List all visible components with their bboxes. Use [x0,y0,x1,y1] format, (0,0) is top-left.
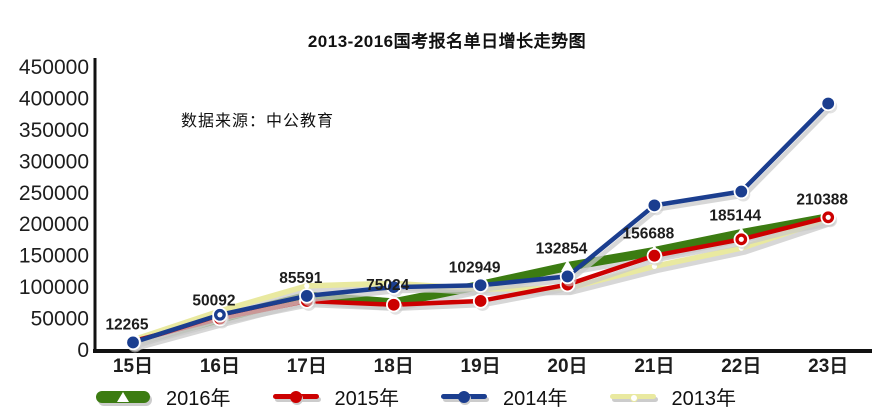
y-tick-label: 200000 [19,213,89,236]
data-point-2013年 [304,283,310,289]
legend-label: 2016年 [166,388,231,410]
data-point-2014年 [646,197,663,214]
legend-item-2013年: 2013年 [609,382,737,411]
x-tick-label: 16日 [200,356,240,377]
y-tick-label: 50000 [31,308,89,331]
point-label: 12265 [105,316,148,333]
point-label: 185144 [709,208,761,225]
legend-item-2015年: 2015年 [272,382,400,411]
chart-title: 2013-2016国考报名单日增长走势图 [307,32,587,51]
legend-marker-circle-icon [272,390,319,404]
legend-item-2014年: 2014年 [441,382,568,411]
point-label: 50092 [192,292,235,309]
legend-label: 2013年 [671,388,737,410]
data-point-2015年 [646,247,663,264]
x-tick-label: 17日 [287,356,327,377]
legend-label: 2015年 [334,388,400,410]
data-point-2014年 [820,95,836,112]
legend: 2016年 2015年 2014年 2013年 [0,382,894,411]
point-label: 85591 [279,270,322,287]
x-tick-label: 21日 [634,356,674,377]
y-tick-label: 300000 [19,150,89,173]
y-tick-label: 150000 [19,245,89,268]
point-label: 156688 [623,225,675,242]
data-point-2014年 [386,279,402,295]
x-tick-label: 22日 [721,356,761,377]
y-tick-label: 100000 [19,276,89,299]
data-point-2014年 [299,288,315,304]
data-point-2014年 [733,183,750,200]
point-label: 102949 [449,259,501,276]
legend-marker-circle-icon [441,390,487,404]
x-tick-label: 15日 [113,356,153,377]
data-point-center-2015年 [825,214,831,220]
data-point-2014年 [559,268,576,285]
legend-marker-triangle-icon [96,390,150,403]
x-tick-label: 20日 [547,356,587,377]
x-tick-label: 19日 [461,356,501,377]
source-note: 数据来源：中公教育 [181,113,335,130]
legend-label: 2014年 [503,388,568,410]
point-label: 132854 [536,240,588,257]
legend-item-2016年: 2016年 [96,382,231,411]
legend-marker-dot-icon [609,390,656,404]
data-point-center-2015年 [738,236,744,242]
data-point-center-2014年 [217,312,223,318]
y-tick-label: 250000 [19,182,89,205]
data-point-2015年 [472,293,489,309]
y-tick-label: 350000 [19,119,89,142]
y-tick-label: 400000 [19,87,89,110]
point-label: 75024 [366,277,409,294]
x-tick-label: 18日 [374,356,414,377]
data-point-2014年 [472,277,489,293]
y-tick-label: 450000 [19,56,89,79]
point-label: 210388 [796,192,848,209]
x-tick-label: 23日 [808,356,848,377]
data-point-2015年 [386,297,402,313]
data-point-2014年 [125,334,141,351]
y-tick-label: 0 [77,339,89,362]
